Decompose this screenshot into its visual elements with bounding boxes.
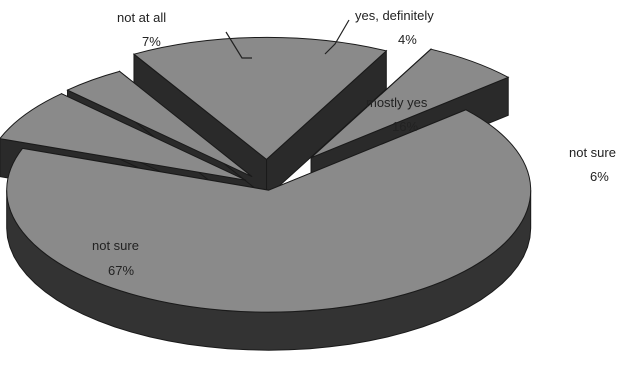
slice-label-yes-definitely-value: 4%	[398, 32, 417, 47]
slice-top-yes-definitely-1	[66, 70, 253, 178]
slice-label-not-at-all-name: not at all	[117, 10, 166, 25]
pie-labels: not at all 7% yes, definitely 4% mostly …	[92, 8, 616, 278]
slice-label-mostly-yes-name: mostly yes	[366, 95, 428, 110]
slice-top-not-sure-3	[310, 48, 510, 159]
slice-top-not-at-all-0	[0, 93, 247, 181]
leader-line-yes-definitely	[324, 19, 350, 55]
slice-label-not-sure-large-name: not sure	[92, 238, 139, 253]
slice-top-mostly-yes-2	[132, 36, 388, 161]
slice-label-not-sure-large-value: 67%	[108, 263, 134, 278]
pie-slices	[0, 36, 532, 351]
slice-label-yes-definitely-name: yes, definitely	[355, 8, 434, 23]
leader-lines	[225, 19, 350, 59]
slice-label-not-at-all-value: 7%	[142, 34, 161, 49]
slice-label-not-sure-small-value: 6%	[590, 169, 609, 184]
slice-label-not-sure-small-name: not sure	[569, 145, 616, 160]
leader-line-not-at-all	[225, 31, 252, 59]
slice-label-mostly-yes-value: 16%	[392, 119, 418, 134]
slice-top-not-sure-4	[6, 109, 532, 313]
